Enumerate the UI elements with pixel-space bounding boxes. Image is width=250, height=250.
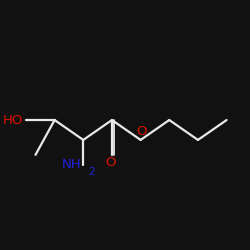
Text: 2: 2 xyxy=(88,167,95,177)
Text: O: O xyxy=(136,125,147,138)
Text: HO: HO xyxy=(3,114,24,126)
Text: NH: NH xyxy=(61,158,81,171)
Text: O: O xyxy=(106,156,116,169)
